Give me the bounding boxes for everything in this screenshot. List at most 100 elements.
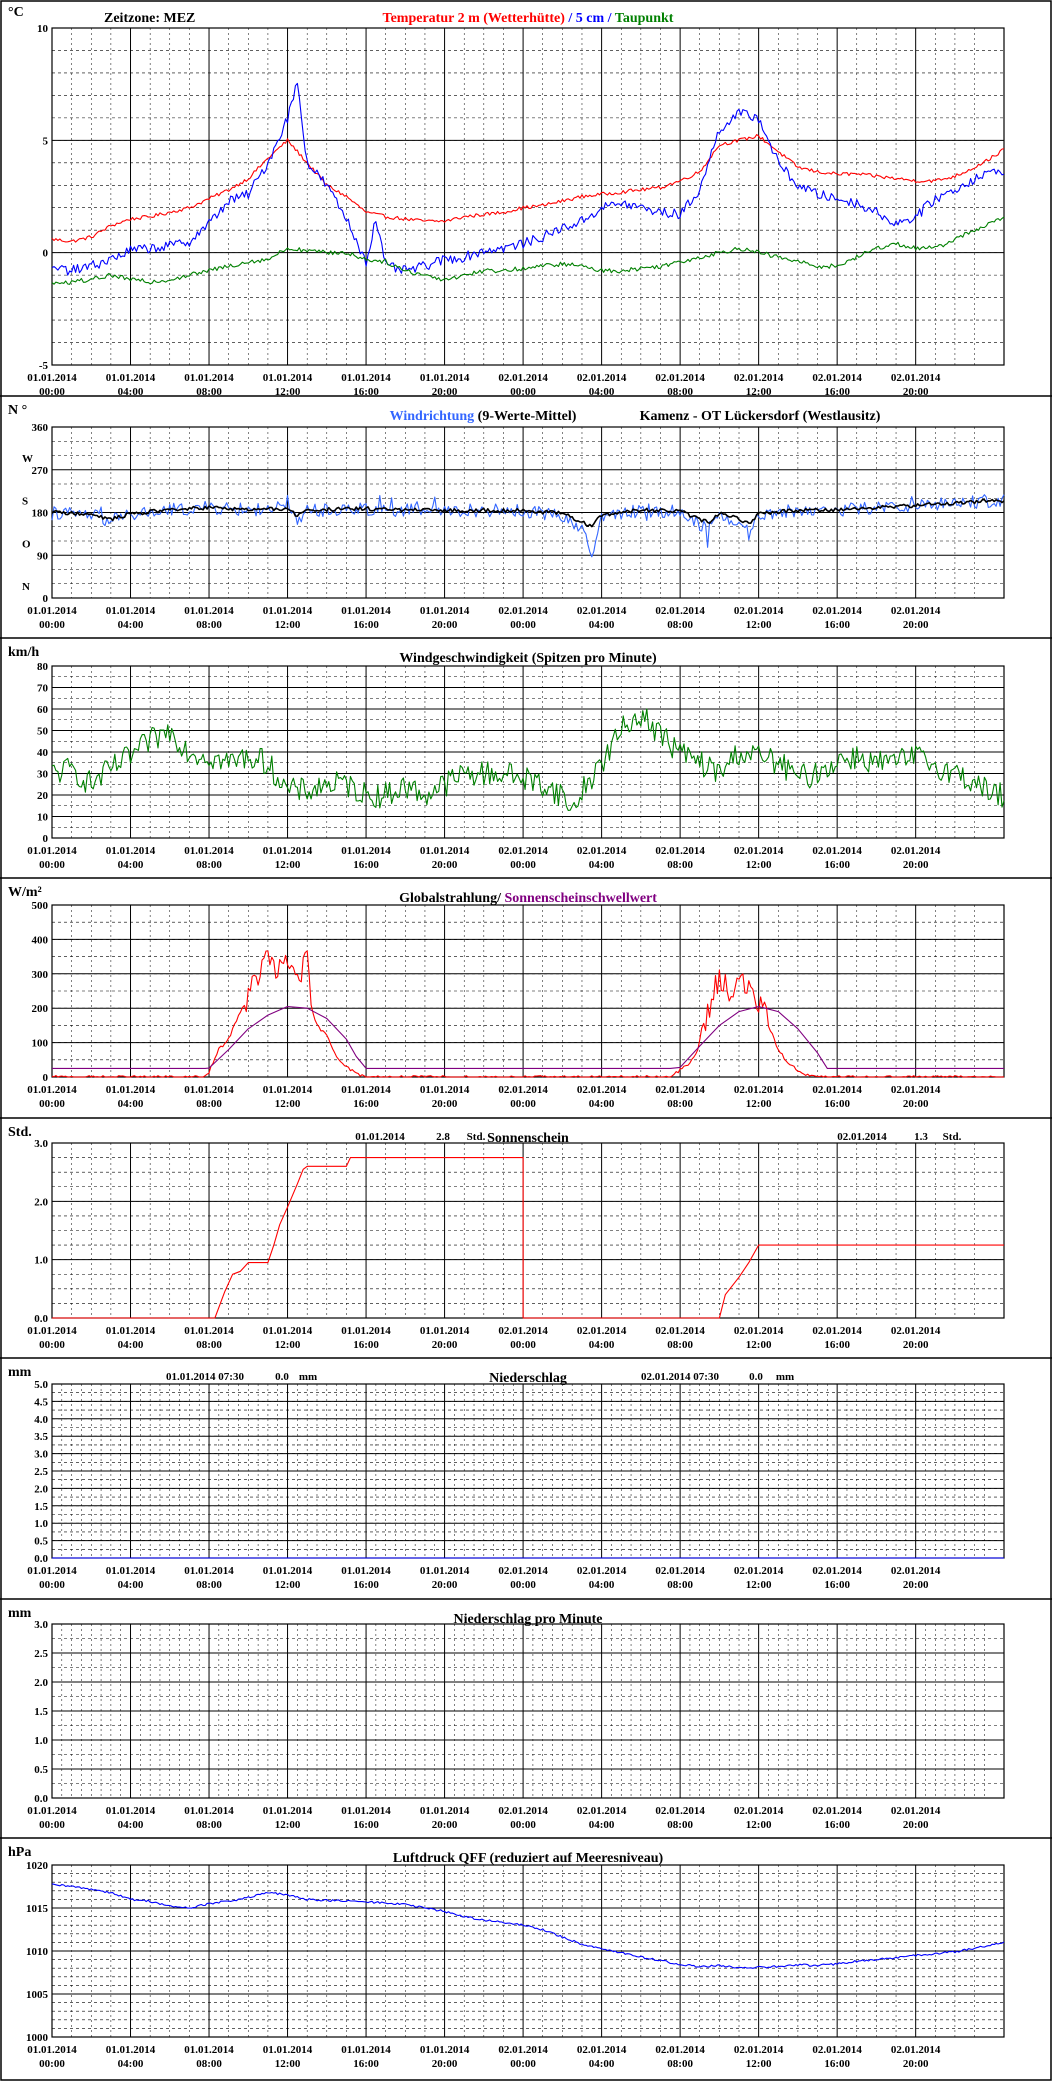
y-tick-label: 360 — [32, 422, 49, 434]
x-tick-date: 01.01.2014 — [263, 1325, 313, 1337]
x-tick-time: 12:00 — [275, 1098, 301, 1110]
x-tick-time: 04:00 — [118, 859, 144, 871]
x-tick-date: 02.01.2014 — [812, 1805, 862, 1817]
direction-label: O — [22, 538, 31, 550]
x-tick-date: 01.01.2014 — [184, 2044, 234, 2056]
x-tick-time: 16:00 — [353, 1098, 379, 1110]
x-tick-date: 02.01.2014 — [498, 1084, 548, 1096]
x-tick-date: 02.01.2014 — [498, 605, 548, 617]
x-tick-time: 08:00 — [196, 386, 222, 398]
series-line-wind_speed-0 — [51, 708, 1005, 811]
panel-sunshine: 0.0 1.0 2.0 3.0 01.01.2014 00:00 01.01.2014 04:… — [8, 1125, 1005, 1351]
summary-value: 0.0 — [749, 1371, 763, 1383]
x-tick-time: 12:00 — [275, 859, 301, 871]
x-tick-time: 16:00 — [353, 1339, 379, 1351]
y-tick-label: 10 — [37, 23, 49, 35]
y-tick-label: 200 — [32, 1003, 49, 1015]
x-tick-time: 00:00 — [510, 2058, 536, 2070]
y-tick-label: 4.0 — [34, 1414, 48, 1426]
x-tick-date: 02.01.2014 — [812, 605, 862, 617]
x-tick-time: 16:00 — [353, 2058, 379, 2070]
x-tick-date: 01.01.2014 — [184, 1805, 234, 1817]
x-tick-time: 00:00 — [510, 619, 536, 631]
plot-frame — [51, 27, 1005, 366]
x-tick-time: 04:00 — [118, 619, 144, 631]
x-tick-date: 01.01.2014 — [184, 605, 234, 617]
x-tick-date: 02.01.2014 — [655, 1084, 705, 1096]
panel-title: Windrichtung (9-Werte-Mittel) — [390, 409, 577, 424]
x-tick-date: 01.01.2014 — [27, 1325, 77, 1337]
panel-temperature: -5 0 5 10 01.01.2014 00:00 01.01.2014 04:00 01.0… — [8, 5, 1005, 398]
y-tick-label: -5 — [39, 360, 49, 372]
y-tick-label: 180 — [32, 508, 49, 520]
y-tick-label: 1015 — [26, 1903, 49, 1915]
y-tick-label: 40 — [37, 747, 49, 759]
y-tick-label: 0 — [43, 593, 49, 605]
x-tick-time: 04:00 — [589, 859, 615, 871]
y-tick-label: 3.5 — [34, 1431, 48, 1443]
x-tick-time: 12:00 — [275, 619, 301, 631]
x-tick-time: 16:00 — [824, 1098, 850, 1110]
x-tick-date: 02.01.2014 — [655, 1565, 705, 1577]
x-tick-time: 08:00 — [667, 1819, 693, 1831]
x-tick-time: 04:00 — [589, 2058, 615, 2070]
x-tick-date: 02.01.2014 — [498, 1805, 548, 1817]
x-tick-time: 04:00 — [118, 2058, 144, 2070]
x-tick-time: 04:00 — [118, 1098, 144, 1110]
series-line-radiation-0 — [51, 950, 1005, 1078]
plot-frame — [51, 665, 1005, 839]
x-tick-time: 12:00 — [275, 2058, 301, 2070]
x-tick-time: 12:00 — [275, 1339, 301, 1351]
x-tick-date: 01.01.2014 — [420, 372, 470, 384]
y-tick-label: 0 — [43, 248, 49, 260]
series-line-temperature-0 — [51, 134, 1005, 243]
x-tick-date: 02.01.2014 — [891, 2044, 941, 2056]
x-tick-date: 01.01.2014 — [27, 605, 77, 617]
x-tick-time: 00:00 — [39, 386, 65, 398]
x-tick-date: 01.01.2014 — [184, 845, 234, 857]
x-tick-date: 02.01.2014 — [812, 372, 862, 384]
unit-label: N ° — [8, 403, 27, 418]
y-tick-label: 1.0 — [34, 1518, 48, 1530]
x-tick-time: 08:00 — [667, 1579, 693, 1591]
x-tick-date: 01.01.2014 — [106, 605, 156, 617]
x-tick-time: 00:00 — [39, 1339, 65, 1351]
x-tick-time: 08:00 — [196, 1339, 222, 1351]
panel-title: Temperatur 2 m (Wetterhütte) / 5 cm / Ta… — [383, 11, 674, 26]
summary-date: 01.01.2014 07:30 — [166, 1371, 244, 1383]
x-tick-date: 02.01.2014 — [891, 605, 941, 617]
y-tick-label: 1020 — [26, 1860, 49, 1872]
y-tick-label: 3.0 — [34, 1138, 48, 1150]
x-tick-date: 01.01.2014 — [341, 1325, 391, 1337]
x-tick-date: 01.01.2014 — [106, 1084, 156, 1096]
x-tick-date: 01.01.2014 — [420, 1565, 470, 1577]
x-tick-time: 00:00 — [39, 619, 65, 631]
x-tick-time: 00:00 — [39, 1819, 65, 1831]
x-tick-time: 20:00 — [903, 619, 929, 631]
x-tick-time: 08:00 — [667, 2058, 693, 2070]
x-tick-time: 16:00 — [824, 859, 850, 871]
x-tick-date: 01.01.2014 — [263, 372, 313, 384]
x-tick-time: 00:00 — [510, 859, 536, 871]
y-tick-label: 270 — [32, 465, 49, 477]
x-tick-time: 20:00 — [903, 1098, 929, 1110]
x-tick-date: 02.01.2014 — [655, 2044, 705, 2056]
y-tick-label: 1.5 — [34, 1706, 48, 1718]
x-tick-time: 00:00 — [510, 1339, 536, 1351]
x-tick-time: 08:00 — [196, 859, 222, 871]
x-tick-date: 02.01.2014 — [498, 1565, 548, 1577]
x-tick-date: 01.01.2014 — [263, 1805, 313, 1817]
x-tick-date: 01.01.2014 — [420, 605, 470, 617]
x-tick-date: 01.01.2014 — [106, 845, 156, 857]
x-tick-time: 20:00 — [903, 2058, 929, 2070]
direction-label: W — [22, 453, 33, 465]
x-tick-date: 02.01.2014 — [577, 1084, 627, 1096]
x-tick-date: 02.01.2014 — [734, 845, 784, 857]
x-tick-date: 02.01.2014 — [498, 845, 548, 857]
y-tick-label: 2.0 — [34, 1196, 48, 1208]
x-tick-date: 02.01.2014 — [577, 2044, 627, 2056]
x-tick-time: 08:00 — [196, 619, 222, 631]
x-tick-date: 01.01.2014 — [27, 1805, 77, 1817]
